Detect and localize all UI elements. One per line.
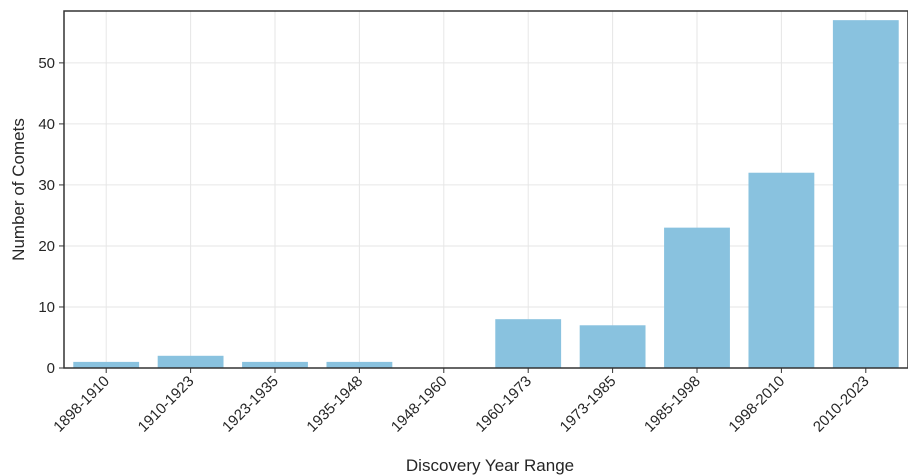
bar-1998-2010: [748, 172, 815, 368]
bars: [73, 20, 899, 369]
bar-1935-1948: [326, 361, 393, 368]
x-axis-title: Discovery Year Range: [406, 456, 574, 475]
y-tick-label: 30: [38, 177, 55, 194]
bar-1973-1985: [579, 325, 646, 368]
bar-1898-1910: [73, 361, 140, 368]
y-tick-label: 20: [38, 238, 55, 255]
x-axis-ticks: 1898-1910 1910-1923 1923-1935 1935-1948 1948…: [50, 368, 873, 436]
bar-2010-2023: [832, 20, 899, 369]
x-tick-label: 1910-1923: [135, 373, 198, 436]
y-tick-label: 40: [38, 116, 55, 133]
bar-1985-1998: [664, 227, 730, 368]
y-axis-title: Number of Comets: [9, 118, 28, 261]
x-tick-label: 2010-2023: [810, 373, 873, 436]
bar-1923-1935: [242, 361, 308, 368]
bar-1960-1973: [495, 319, 562, 368]
y-axis-ticks: 0 10 20 30 40 50: [38, 55, 64, 377]
x-tick-label: 1985-1998: [641, 373, 704, 436]
y-tick-label: 10: [38, 299, 55, 316]
y-tick-label: 50: [38, 55, 55, 72]
bar-1910-1923: [157, 355, 224, 368]
x-tick-label: 1935-1948: [303, 373, 366, 436]
x-tick-label: 1973-1985: [557, 373, 620, 436]
plot-frame: [63, 10, 908, 369]
x-tick-label: 1948-1960: [388, 373, 451, 436]
y-tick-label: 0: [47, 360, 55, 377]
x-tick-label: 1923-1935: [219, 373, 282, 436]
x-tick-label: 1898-1910: [50, 373, 113, 436]
x-tick-label: 1998-2010: [725, 373, 788, 436]
x-tick-label: 1960-1973: [472, 373, 535, 436]
